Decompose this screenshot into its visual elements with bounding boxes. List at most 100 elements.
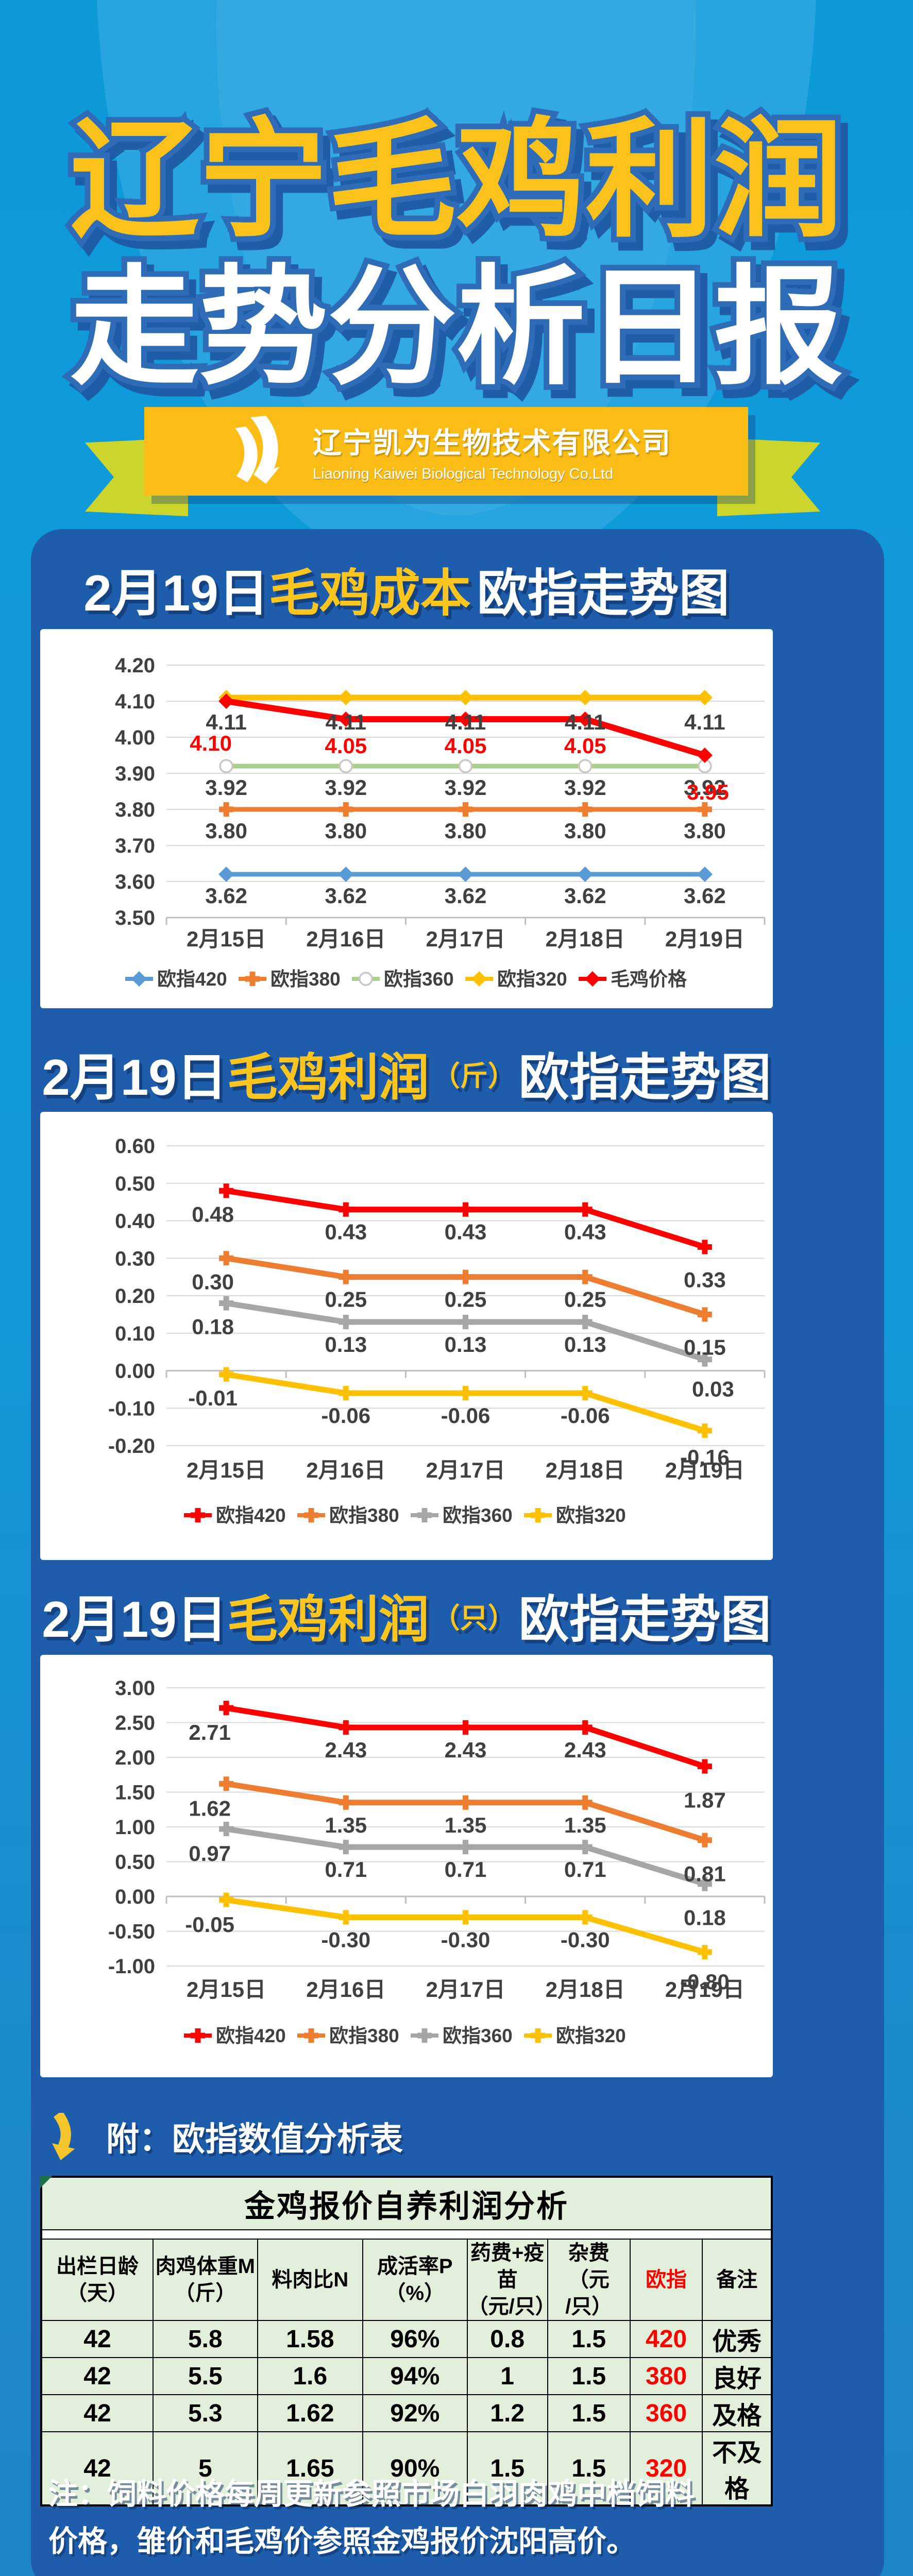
- chart-panel-profit-bird: 3.00 2.50 2.00 1.50 1.00 0.50 0.00 -0.50 -1.00 2月…: [40, 1655, 773, 2077]
- y-tick-label: 0.00: [115, 1360, 155, 1383]
- table-gap-cell: [41, 2229, 772, 2240]
- data-label: 0.03: [692, 1377, 734, 1401]
- data-label: -0.30: [321, 1928, 370, 1952]
- point-marker: [577, 711, 593, 727]
- point-marker: [219, 759, 233, 773]
- data-label: 0.71: [325, 1857, 367, 1882]
- point-marker: [702, 1945, 708, 1959]
- data-label: 4.05: [325, 734, 367, 758]
- data-label: 4.11: [684, 710, 725, 734]
- data-label: 3.62: [684, 884, 726, 908]
- table-cell: 1.5: [547, 2394, 631, 2432]
- chart-title-profit-bird: 2月19日 毛鸡利润 （只） 欧指走势图: [40, 1585, 773, 1648]
- table-cell: 优秀: [702, 2320, 772, 2358]
- point-marker: [249, 972, 256, 986]
- data-label: 0.33: [684, 1267, 726, 1292]
- chart-title-date: 2月19日: [83, 565, 269, 621]
- legend-item: 欧指320: [524, 1505, 626, 1526]
- company-name-en: Liaoning Kaiwei Biological Technology Co…: [313, 466, 614, 482]
- point-marker: [463, 1314, 468, 1329]
- y-tick-label: 1.00: [115, 1816, 155, 1839]
- headline-line1-svg: 辽宁毛鸡利润: [64, 103, 849, 258]
- point-marker: [582, 1795, 588, 1810]
- point-marker: [223, 1701, 229, 1716]
- y-tick-label: -1.00: [108, 1955, 155, 1978]
- point-marker: [195, 1508, 201, 1522]
- company-ribbon: 辽宁凯为生物技术有限公司 Liaoning Kaiwei Biological …: [0, 402, 913, 531]
- y-tick-label: 3.50: [115, 907, 155, 929]
- point-marker: [702, 1240, 708, 1255]
- chart-title-suffix: 欧指走势图: [518, 1591, 771, 1648]
- x-tick-label: 2月17日: [426, 927, 505, 951]
- table-cell: 1.5: [547, 2357, 631, 2395]
- chart-panel-profit-jin: 0.60 0.50 0.40 0.30 0.20 0.10 0.00 -0.10 -0.20 2月…: [40, 1112, 773, 1560]
- point-marker: [463, 1795, 468, 1810]
- point-marker: [463, 1840, 468, 1855]
- data-label: -0.05: [185, 1912, 234, 1937]
- data-label: 0.71: [445, 1857, 487, 1882]
- chart-title-profit-jin: 2月19日 毛鸡利润 （斤） 欧指走势图: [40, 1043, 773, 1106]
- point-marker: [582, 802, 588, 817]
- data-label: 0.13: [564, 1332, 606, 1357]
- point-marker: [578, 759, 593, 773]
- data-label: -0.06: [321, 1403, 370, 1428]
- point-marker: [338, 867, 354, 882]
- profit-bird-chart-svg: 3.00 2.50 2.00 1.50 1.00 0.50 0.00 -0.50 -1.00 2月…: [108, 1677, 766, 2046]
- point-marker: [343, 1202, 349, 1217]
- table-cell: 5.5: [152, 2357, 258, 2395]
- data-label: 3.62: [205, 884, 247, 908]
- x-tick-label: 2月17日: [426, 1458, 505, 1482]
- data-label: 3.92: [564, 775, 606, 800]
- chart-title-suffix: 欧指走势图: [518, 1049, 771, 1106]
- x-tick-label: 2月15日: [187, 1977, 266, 2002]
- data-label: -0.30: [561, 1928, 610, 1952]
- point-marker: [421, 1508, 428, 1522]
- table-header-cell: 成活率P （%）: [362, 2239, 468, 2321]
- point-marker: [585, 971, 600, 987]
- point-marker: [463, 1386, 468, 1401]
- y-tick-label: 4.00: [115, 726, 155, 749]
- point-marker: [577, 690, 593, 705]
- legend-item: 欧指420: [184, 2025, 286, 2046]
- data-label: 0.15: [684, 1335, 726, 1359]
- table-cell: 5.3: [152, 2394, 258, 2432]
- x-tick-label: 2月18日: [546, 1458, 625, 1482]
- headline-line2-svg: 走势分析日报: [64, 250, 849, 405]
- y-tick-label: 0.50: [115, 1173, 155, 1195]
- table-cell: 1.2: [466, 2394, 548, 2432]
- table-title-row: 金鸡报价自养利润分析: [41, 2176, 772, 2230]
- chart-title-highlight: 毛鸡利润: [227, 1591, 429, 1648]
- point-marker: [308, 2028, 314, 2043]
- data-label: 2.71: [189, 1720, 231, 1744]
- point-marker: [343, 1795, 349, 1810]
- data-label: 0.81: [684, 1862, 726, 1886]
- y-tick-label: 3.80: [115, 799, 155, 821]
- legend-item: 欧指360: [411, 2025, 513, 2046]
- y-tick-label: 4.20: [115, 654, 155, 677]
- data-label: 1.35: [445, 1813, 487, 1837]
- x-tick-label: 2月15日: [187, 927, 266, 951]
- table-row: 42 5.3 1.62 92% 1.2 1.5 360 及格: [41, 2394, 772, 2432]
- chart-title-suffix: 欧指走势图: [477, 565, 730, 621]
- table-cell: 1.5: [547, 2320, 631, 2358]
- table-cell: 及格: [702, 2394, 772, 2432]
- data-label: 3.92: [445, 775, 487, 800]
- point-marker: [223, 1296, 229, 1311]
- legend-item: 欧指320: [524, 2025, 626, 2046]
- x-tick-label: 2月18日: [546, 927, 625, 951]
- point-marker: [223, 802, 229, 817]
- legend-label: 欧指320: [497, 969, 567, 990]
- data-label: -0.06: [561, 1403, 610, 1428]
- y-tick-label: 2.00: [115, 1747, 155, 1769]
- data-label: 0.18: [192, 1315, 234, 1339]
- legend-item: 欧指360: [352, 969, 454, 990]
- chart-title-unit: （斤）: [432, 1060, 516, 1092]
- table-header-cell: 欧指: [629, 2239, 703, 2321]
- table-cell: 42: [41, 2357, 154, 2395]
- legend-label: 欧指320: [556, 2025, 626, 2046]
- data-label: -0.01: [188, 1386, 238, 1410]
- y-tick-label: 3.00: [115, 1677, 155, 1700]
- data-label: 0.43: [445, 1220, 487, 1244]
- point-marker: [131, 971, 147, 987]
- point-marker: [458, 759, 473, 773]
